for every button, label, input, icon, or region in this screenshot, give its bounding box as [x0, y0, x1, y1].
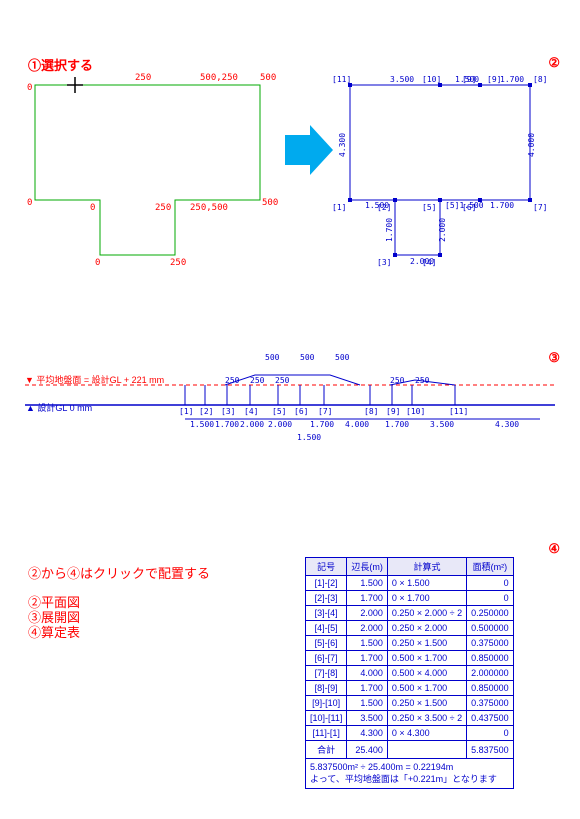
table-row: [2]-[3]1.7000 × 1.7000	[306, 591, 514, 606]
col-header: 辺長(m)	[347, 558, 388, 576]
svg-text:250: 250	[250, 376, 265, 385]
svg-text:500: 500	[300, 353, 315, 362]
svg-text:[2]: [2]	[199, 407, 213, 416]
svg-text:[1]: [1]	[179, 407, 193, 416]
calc-note: 5.837500m² ÷ 25.400m = 0.22194m よって、平均地盤…	[305, 759, 514, 789]
svg-text:[11]: [11]	[449, 407, 468, 416]
svg-text:[9]: [9]	[386, 407, 400, 416]
svg-text:[3]: [3]	[221, 407, 235, 416]
right-plan: [11][10][9][8][7][6][5][2][1][4][3]3.500…	[0, 0, 580, 280]
svg-text:[4]: [4]	[244, 407, 258, 416]
calc-table: 記号辺長(m)計算式面積(m²)[1]-[2]1.5000 × 1.5000[2…	[305, 557, 514, 759]
svg-text:[5]: [5]	[272, 407, 286, 416]
svg-text:2.000: 2.000	[240, 420, 264, 429]
total-row: 合計25.4005.837500	[306, 741, 514, 759]
svg-text:[8]: [8]	[533, 75, 547, 84]
svg-text:[10]: [10]	[422, 75, 441, 84]
svg-text:3.500: 3.500	[390, 75, 414, 84]
table-row: [10]-[11]3.5000.250 × 3.500 ÷ 20.437500	[306, 711, 514, 726]
svg-text:1.700: 1.700	[310, 420, 334, 429]
col-header: 記号	[306, 558, 347, 576]
svg-text:250: 250	[275, 376, 290, 385]
svg-text:2.000: 2.000	[410, 257, 434, 266]
svg-text:1.500: 1.500	[297, 433, 321, 442]
svg-text:[6]: [6]	[294, 407, 308, 416]
svg-text:[10]: [10]	[406, 407, 425, 416]
svg-text:4.300: 4.300	[495, 420, 519, 429]
svg-text:[7]: [7]	[318, 407, 332, 416]
table-row: [4]-[5]2.0000.250 × 2.0000.500000	[306, 621, 514, 636]
svg-text:2.000: 2.000	[438, 218, 447, 242]
svg-text:2.000: 2.000	[268, 420, 292, 429]
svg-text:[8]: [8]	[364, 407, 378, 416]
table-row: [3]-[4]2.0000.250 × 2.000 ÷ 20.250000	[306, 606, 514, 621]
svg-text:[1]: [1]	[332, 203, 346, 212]
svg-text:4.000: 4.000	[527, 133, 536, 157]
svg-text:1.500: 1.500	[455, 75, 479, 84]
svg-text:3.500: 3.500	[430, 420, 454, 429]
svg-text:1.700: 1.700	[490, 201, 514, 210]
col-header: 面積(m²)	[467, 558, 514, 576]
table-row: [9]-[10]1.5000.250 × 1.5000.375000	[306, 696, 514, 711]
svg-text:500: 500	[335, 353, 350, 362]
svg-text:500: 500	[265, 353, 280, 362]
table-row: [8]-[9]1.7000.500 × 1.7000.850000	[306, 681, 514, 696]
table-label: ④算定表	[28, 622, 80, 641]
click-place-label: ②から④はクリックで配置する	[28, 563, 210, 582]
svg-text:4.000: 4.000	[345, 420, 369, 429]
svg-text:1.700: 1.700	[385, 420, 409, 429]
svg-text:[3]: [3]	[377, 258, 391, 267]
step4-num: ④	[548, 541, 560, 557]
table-row: [1]-[2]1.5000 × 1.5000	[306, 576, 514, 591]
svg-text:[5]: [5]	[422, 203, 436, 212]
svg-text:[5]1.500: [5]1.500	[445, 201, 484, 210]
svg-text:[7]: [7]	[533, 203, 547, 212]
table-row: [7]-[8]4.0000.500 × 4.0002.000000	[306, 666, 514, 681]
svg-text:[11]: [11]	[332, 75, 351, 84]
svg-text:1.500: 1.500	[365, 201, 389, 210]
table-row: [6]-[7]1.7000.500 × 1.7000.850000	[306, 651, 514, 666]
section-view: 250250250500500500250250[1][2][3][4][5][…	[0, 340, 580, 460]
svg-text:1.500: 1.500	[190, 420, 214, 429]
svg-text:4.300: 4.300	[338, 133, 347, 157]
table-row: [5]-[6]1.5000.250 × 1.5000.375000	[306, 636, 514, 651]
svg-text:1.700: 1.700	[385, 218, 394, 242]
svg-text:1.700: 1.700	[215, 420, 239, 429]
table-row: [11]-[1]4.3000 × 4.3000	[306, 726, 514, 741]
svg-text:1.700: 1.700	[500, 75, 524, 84]
col-header: 計算式	[387, 558, 466, 576]
